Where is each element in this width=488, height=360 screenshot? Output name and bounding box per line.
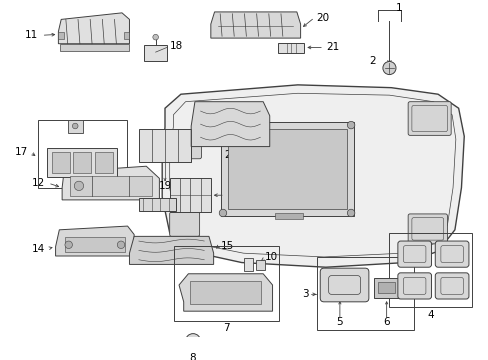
Polygon shape <box>227 129 346 209</box>
Bar <box>95 152 112 173</box>
Text: 18: 18 <box>169 41 183 51</box>
Circle shape <box>346 209 354 217</box>
Text: 13: 13 <box>183 199 197 210</box>
Bar <box>139 129 191 162</box>
Polygon shape <box>129 237 213 265</box>
Text: 16: 16 <box>227 190 241 200</box>
Polygon shape <box>179 274 272 311</box>
Circle shape <box>382 62 395 75</box>
Bar <box>58 32 64 39</box>
FancyBboxPatch shape <box>397 273 430 299</box>
Bar <box>68 120 82 134</box>
Text: 21: 21 <box>325 42 338 53</box>
Circle shape <box>185 334 200 348</box>
FancyBboxPatch shape <box>407 214 447 244</box>
Text: 1: 1 <box>395 3 402 13</box>
Circle shape <box>189 337 196 345</box>
Circle shape <box>219 121 226 129</box>
Polygon shape <box>62 166 159 200</box>
FancyBboxPatch shape <box>169 212 199 237</box>
Text: 22: 22 <box>224 150 237 160</box>
Bar <box>255 260 264 270</box>
FancyBboxPatch shape <box>397 241 430 267</box>
Circle shape <box>117 241 124 248</box>
Polygon shape <box>191 102 269 147</box>
Bar <box>169 179 210 212</box>
Bar <box>373 278 399 298</box>
Circle shape <box>65 241 72 248</box>
Bar <box>69 176 152 196</box>
FancyBboxPatch shape <box>434 273 468 299</box>
Bar <box>52 152 69 173</box>
Bar <box>139 198 176 211</box>
Bar <box>73 152 91 173</box>
Polygon shape <box>58 13 129 44</box>
FancyBboxPatch shape <box>407 102 450 135</box>
Polygon shape <box>56 226 134 256</box>
Text: 8: 8 <box>189 353 196 360</box>
Bar <box>144 45 166 62</box>
FancyBboxPatch shape <box>169 134 201 159</box>
Text: 12: 12 <box>32 178 45 188</box>
Circle shape <box>153 34 158 40</box>
Circle shape <box>346 121 354 129</box>
Text: 5: 5 <box>336 318 343 327</box>
Bar <box>47 148 117 176</box>
Circle shape <box>74 181 83 190</box>
Text: 3: 3 <box>302 289 308 300</box>
Bar <box>243 258 252 271</box>
Text: 2: 2 <box>368 57 375 67</box>
Text: 17: 17 <box>15 147 28 157</box>
Text: 7: 7 <box>223 323 229 333</box>
Text: 20: 20 <box>316 13 329 23</box>
Bar <box>123 32 129 39</box>
Bar <box>278 43 304 53</box>
Text: 6: 6 <box>383 318 389 327</box>
Text: 10: 10 <box>264 252 278 262</box>
Polygon shape <box>210 12 300 38</box>
Text: 9: 9 <box>225 302 232 312</box>
Text: 4: 4 <box>427 310 433 320</box>
Bar <box>65 237 124 252</box>
Circle shape <box>72 123 78 129</box>
Bar <box>38 120 126 188</box>
Polygon shape <box>221 122 353 216</box>
Bar <box>60 44 129 51</box>
Text: 14: 14 <box>32 243 45 253</box>
Bar <box>174 246 279 320</box>
Text: 19: 19 <box>158 181 171 191</box>
Text: 11: 11 <box>24 30 38 40</box>
Circle shape <box>219 209 226 217</box>
Bar <box>316 257 413 330</box>
FancyBboxPatch shape <box>434 241 468 267</box>
FancyBboxPatch shape <box>320 268 368 302</box>
Bar <box>190 281 261 304</box>
Polygon shape <box>162 85 463 267</box>
Bar <box>377 282 394 293</box>
Bar <box>388 233 471 307</box>
Text: 15: 15 <box>221 241 234 251</box>
Bar <box>275 213 303 219</box>
